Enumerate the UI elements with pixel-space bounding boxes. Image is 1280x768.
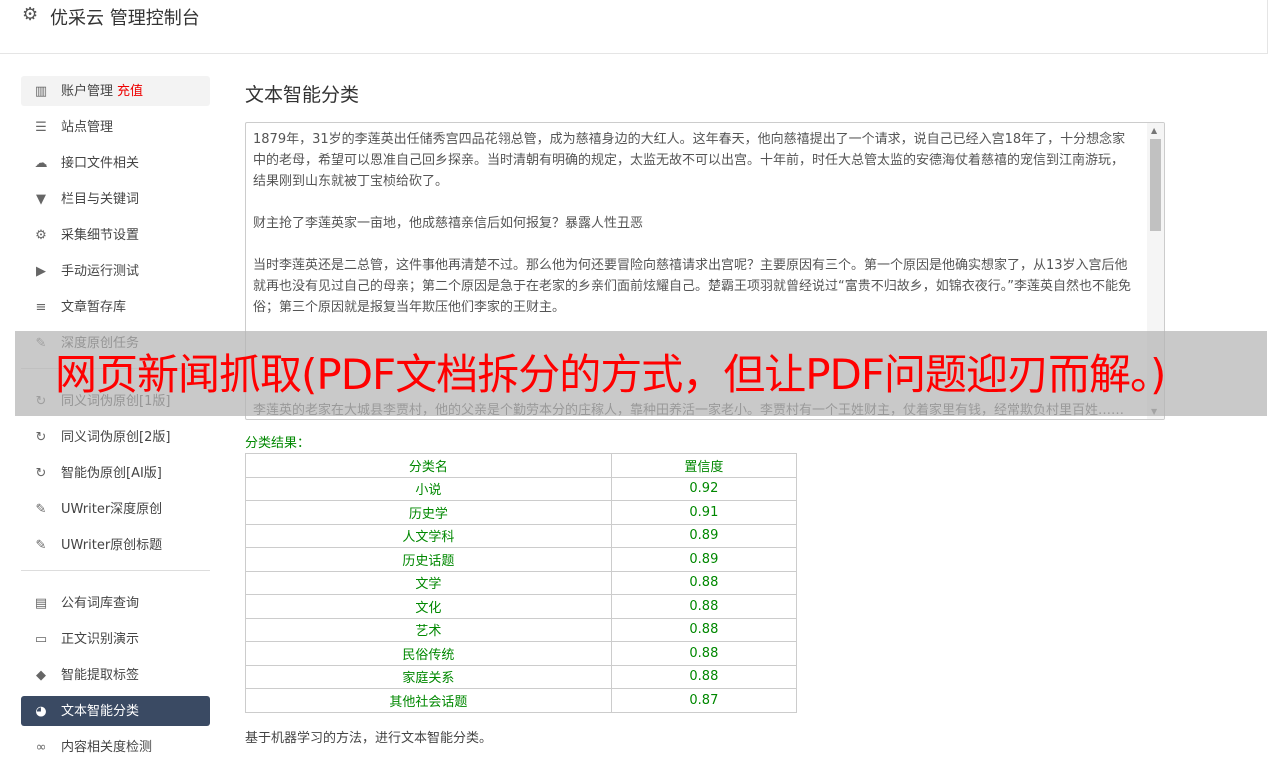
sidebar-item[interactable]: ∞ 内容相关度检测 bbox=[21, 732, 210, 762]
server-icon: ☰ bbox=[35, 119, 47, 135]
sidebar-item[interactable]: ↻ 同义词伪原创[2版] bbox=[21, 422, 210, 452]
confidence: 0.89 bbox=[610, 547, 798, 572]
sidebar-item-label: UWriter原创标题 bbox=[61, 537, 163, 553]
play-circle-icon: ▶ bbox=[36, 263, 46, 279]
column-header: 置信度 bbox=[610, 453, 798, 478]
sidebar-item-label: 采集细节设置 bbox=[61, 227, 140, 243]
sidebar-item[interactable]: ▶ 手动运行测试 bbox=[21, 256, 210, 286]
confidence: 0.91 bbox=[610, 500, 798, 525]
sidebar-item-label: 栏目与关键词 bbox=[61, 191, 140, 207]
sidebar-item[interactable]: ▼ 栏目与关键词 bbox=[21, 184, 210, 214]
category-name: 家庭关系 bbox=[245, 664, 612, 689]
sidebar-item-label: 账户管理 bbox=[61, 83, 114, 99]
book-icon: ▤ bbox=[34, 595, 48, 611]
paragraph: 当时李莲英还是二总管，这件事他再清楚不过。那么他为何还要冒险向慈禧请求出宫呢？主… bbox=[253, 258, 1131, 315]
table-row: 文化 0.88 bbox=[245, 594, 798, 619]
category-name: 文化 bbox=[245, 594, 612, 619]
sidebar-item[interactable]: ☰ 站点管理 bbox=[21, 112, 210, 142]
refresh-icon: ↻ bbox=[35, 465, 47, 481]
sidebar-item-label: 站点管理 bbox=[61, 119, 114, 135]
sidebar-item-label: 手动运行测试 bbox=[61, 263, 140, 279]
confidence: 0.88 bbox=[610, 641, 798, 666]
sidebar-item-label: 智能伪原创[AI版] bbox=[61, 465, 162, 481]
gear-icon: ⚙ bbox=[22, 4, 39, 25]
sidebar-divider bbox=[21, 570, 210, 571]
category-name: 小说 bbox=[245, 476, 612, 501]
table-row: 民俗传统 0.88 bbox=[245, 641, 798, 666]
sidebar-item-label: UWriter深度原创 bbox=[61, 501, 163, 517]
monitor-icon: ▭ bbox=[34, 631, 48, 647]
sidebar-item-label: 文章暂存库 bbox=[61, 299, 127, 315]
sidebar-item-label: 接口文件相关 bbox=[61, 155, 140, 171]
link-icon: ∞ bbox=[35, 739, 47, 755]
sidebar-item[interactable]: ▥ 账户管理 充值 bbox=[21, 76, 210, 106]
sidebar-item[interactable]: ≡ 文章暂存库 bbox=[21, 292, 210, 322]
table-row: 历史学 0.91 bbox=[245, 500, 798, 525]
column-header: 分类名 bbox=[245, 453, 612, 478]
confidence: 0.89 bbox=[610, 523, 798, 548]
sidebar-item-label: 同义词伪原创[2版] bbox=[61, 429, 171, 445]
bar-chart-icon: ▥ bbox=[34, 83, 48, 99]
confidence: 0.88 bbox=[610, 570, 798, 595]
category-name: 民俗传统 bbox=[245, 641, 612, 666]
table-row: 文学 0.88 bbox=[245, 570, 798, 595]
scroll-up-icon[interactable]: ▲ bbox=[1151, 126, 1158, 135]
table-row: 人文学科 0.89 bbox=[245, 523, 798, 548]
confidence: 0.92 bbox=[610, 476, 798, 501]
cloud-upload-icon: ☁ bbox=[34, 155, 48, 171]
sidebar-item-label: 文本智能分类 bbox=[61, 703, 140, 719]
sidebar-item[interactable]: ▤ 公有词库查询 bbox=[21, 588, 210, 618]
sidebar-item[interactable]: ◕ 文本智能分类 bbox=[21, 696, 210, 726]
confidence: 0.88 bbox=[610, 617, 798, 642]
table-row: 其他社会话题 0.87 bbox=[245, 688, 798, 713]
table-row: 艺术 0.88 bbox=[245, 617, 798, 642]
category-name: 历史学 bbox=[245, 500, 612, 525]
paragraph: 1879年，31岁的李莲英出任储秀宫四品花翎总管，成为慈禧身边的大红人。这年春天… bbox=[253, 132, 1126, 189]
sidebar-item-label: 智能提取标签 bbox=[61, 667, 140, 683]
confidence: 0.88 bbox=[610, 664, 798, 689]
edit-icon: ✎ bbox=[35, 501, 47, 517]
sidebar-item-label: 内容相关度检测 bbox=[61, 739, 153, 755]
category-name: 历史话题 bbox=[245, 547, 612, 572]
page-title: 文本智能分类 bbox=[245, 84, 360, 106]
app-title: 优采云 管理控制台 bbox=[50, 8, 200, 29]
edit-icon: ✎ bbox=[35, 537, 47, 553]
sidebar: ▥ 账户管理 充值 ☰ 站点管理 ☁ 接口文件相关 ▼ 栏目与关键词 ⚙ 采集细节设置 ▶ 手动运行测试… bbox=[21, 76, 210, 768]
sidebar-item[interactable]: ⚙ 采集细节设置 bbox=[21, 220, 210, 250]
cogs-icon: ⚙ bbox=[35, 227, 47, 243]
sidebar-item[interactable]: ◆ 智能提取标签 bbox=[21, 660, 210, 690]
paragraph: 财主抢了李莲英家一亩地，他成慈禧亲信后如何报复？暴露人性丑恶 bbox=[253, 216, 644, 231]
table-row: 历史话题 0.89 bbox=[245, 547, 798, 572]
category-name: 人文学科 bbox=[245, 523, 612, 548]
tag-icon: ◆ bbox=[36, 667, 46, 683]
table-row: 小说 0.92 bbox=[245, 476, 798, 501]
category-name: 文学 bbox=[245, 570, 612, 595]
top-bar: ⚙ 优采云 管理控制台 bbox=[0, 0, 1268, 54]
overlay-banner-text: 网页新闻抓取(PDF文档拆分的方式，但让PDF问题迎刃而解。) bbox=[55, 350, 1166, 399]
sidebar-item[interactable]: ✎ UWriter深度原创 bbox=[21, 494, 210, 524]
pie-chart-icon: ◕ bbox=[35, 703, 47, 719]
category-name: 其他社会话题 bbox=[245, 688, 612, 713]
filter-icon: ▼ bbox=[36, 191, 46, 207]
footer-note: 基于机器学习的方法，进行文本智能分类。 bbox=[245, 730, 493, 746]
scrollbar-thumb[interactable] bbox=[1150, 139, 1161, 231]
sidebar-item[interactable]: ☁ 接口文件相关 bbox=[21, 148, 210, 178]
sidebar-item-label: 正文识别演示 bbox=[61, 631, 140, 647]
sidebar-item-label: 公有词库查询 bbox=[61, 595, 140, 611]
sidebar-item[interactable]: ✎ UWriter原创标题 bbox=[21, 530, 210, 560]
result-label: 分类结果： bbox=[245, 436, 311, 451]
confidence: 0.87 bbox=[610, 688, 798, 713]
result-table: 分类名 置信度 小说 0.92 历史学 0.91 人文学科 0.89 历史话题 0.89 文学 0… bbox=[245, 453, 798, 713]
overlay-banner: 网页新闻抓取(PDF文档拆分的方式，但让PDF问题迎刃而解。) bbox=[15, 331, 1267, 416]
sidebar-item[interactable]: ▭ 正文识别演示 bbox=[21, 624, 210, 654]
table-row: 家庭关系 0.88 bbox=[245, 664, 798, 689]
recharge-link[interactable]: 充值 bbox=[117, 83, 144, 99]
confidence: 0.88 bbox=[610, 594, 798, 619]
database-icon: ≡ bbox=[35, 299, 47, 315]
main-content: 文本智能分类 1879年，31岁的李莲英出任储秀宫四品花翎总管，成为慈禧身边的大… bbox=[245, 84, 1165, 746]
category-name: 艺术 bbox=[245, 617, 612, 642]
refresh-icon: ↻ bbox=[35, 429, 47, 445]
sidebar-item[interactable]: ↻ 智能伪原创[AI版] bbox=[21, 458, 210, 488]
